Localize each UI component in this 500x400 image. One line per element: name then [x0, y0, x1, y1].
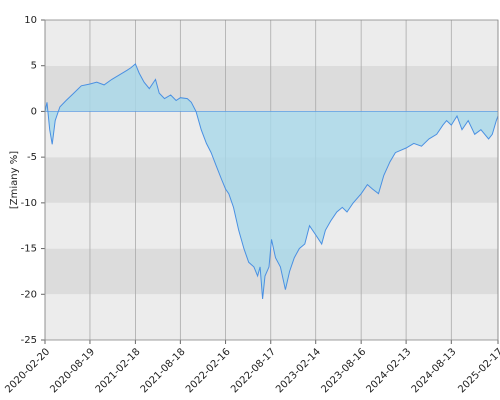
line	[44, 63, 499, 299]
y-tick-label: 10	[24, 15, 37, 26]
x-tick-label: 2022-08-17	[229, 346, 278, 395]
plot-frame	[44, 19, 499, 341]
grid-band	[45, 248, 498, 295]
y-tick-label: -20	[21, 289, 37, 300]
y-tick-label: -10	[21, 198, 37, 209]
grid-band	[45, 20, 498, 66]
x-tick-label: 2024-08-13	[410, 346, 459, 395]
x-tick-label: 2023-02-14	[274, 346, 323, 395]
y-tick-label: -5	[27, 152, 37, 163]
x-tick-label: 2022-02-16	[184, 346, 233, 395]
y-tick-label: -15	[21, 244, 37, 255]
grid-band	[45, 294, 498, 340]
x-tick-label: 2025-02-17	[456, 346, 500, 395]
x-tick-label: 2020-02-20	[3, 346, 52, 395]
x-tick-label: 2023-08-16	[320, 346, 369, 395]
x-tick-label: 2021-02-18	[94, 346, 143, 395]
x-tick-label: 2021-08-18	[139, 346, 188, 395]
x-tick-label: 2024-02-13	[364, 346, 413, 395]
y-tick-label: 5	[31, 61, 37, 72]
y-tick-label: -25	[21, 335, 37, 346]
area	[45, 63, 498, 299]
x-tick-label: 2020-08-19	[48, 346, 97, 395]
y-tick-label: 0	[31, 106, 37, 117]
y-axis-label: [Zmiany %]	[9, 151, 20, 209]
